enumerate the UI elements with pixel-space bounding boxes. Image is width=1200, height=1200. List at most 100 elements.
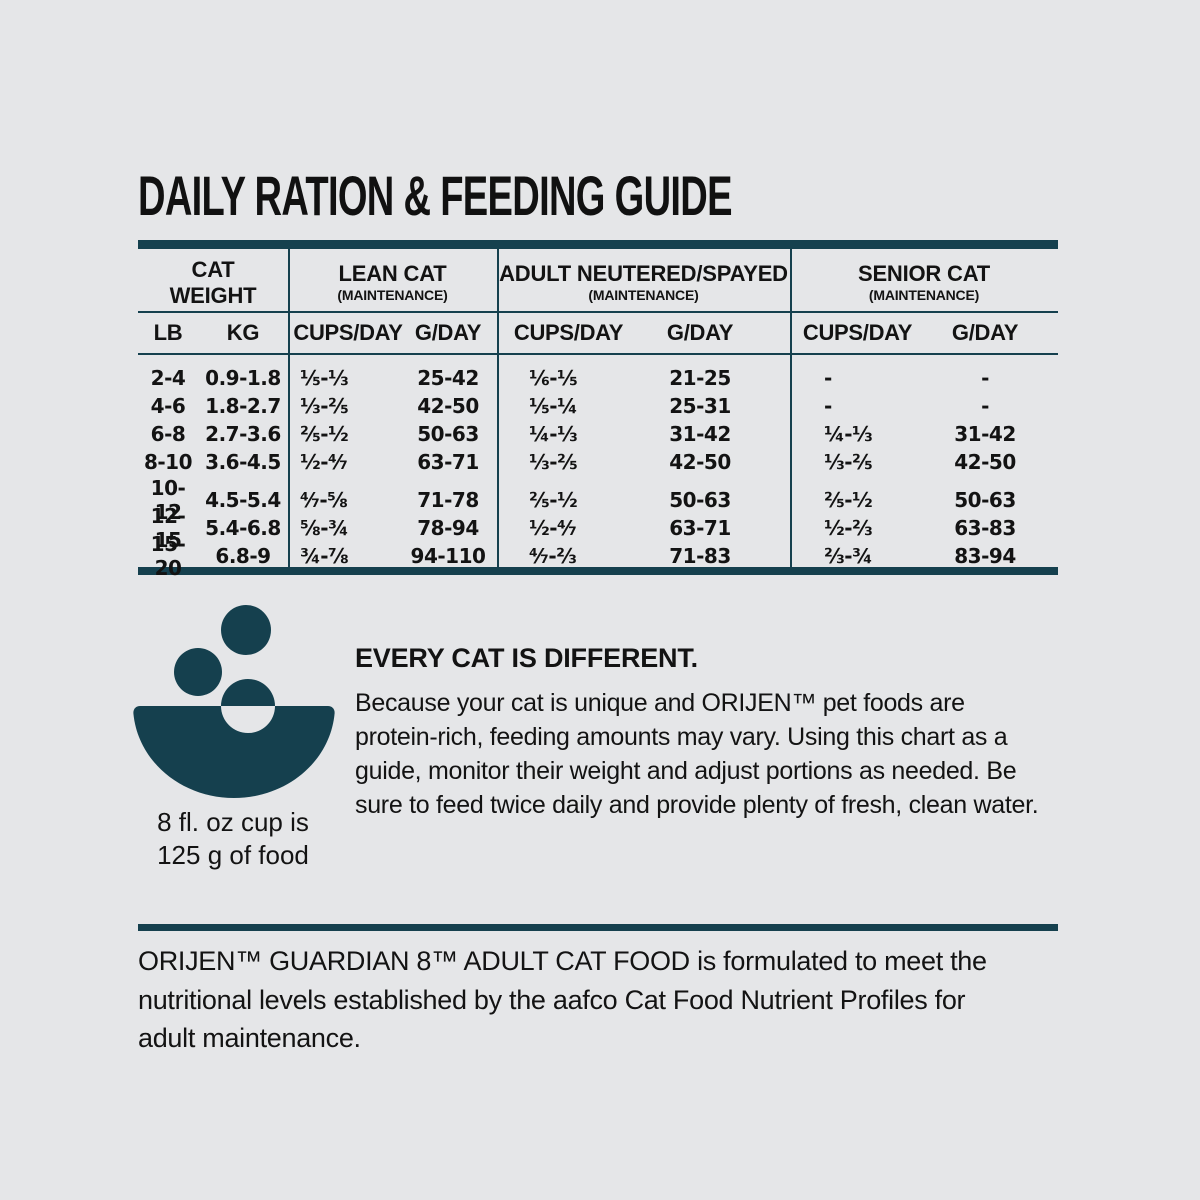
column-header: CUPS/DAY [513,320,624,345]
table-cell: 2-4 [150,366,186,390]
column-header: CUPS/DAY [293,320,403,345]
group-title: SENIOR CAT [857,261,991,286]
column-header: G/DAY [951,320,1019,345]
table-cell: 42-50 [954,450,1016,474]
table-cell: 3.6-4.5 [205,450,281,474]
table-cell: ⅙-⅕ [529,366,578,390]
aafco-statement-line: nutritional levels established by the aa… [138,984,966,1015]
col-group-cat-weight: CAT WEIGHT [138,249,288,311]
col-group-senior-cat: SENIOR CAT (MAINTENANCE) [790,249,1058,311]
table-cell: 31-42 [669,422,731,446]
group-title: CAT [191,256,235,282]
table-cell: 21-25 [669,366,731,390]
group-subtitle: (MAINTENANCE) [868,287,980,303]
table-cell: 63-71 [417,450,479,474]
table-cell: ⅕-⅓ [300,366,349,390]
table-cell: 42-50 [417,394,479,418]
table-cell: 0.9-1.8 [205,366,281,390]
column-header: G/DAY [414,320,482,345]
table-cell: 6.8-9 [215,544,271,568]
table-subheader-row: LB KG CUPS/DAY G/DAY CUPS/DAY G/DAY CUPS/DAY G/… [138,313,1058,353]
table-row: 4-6 1.8-2.7 ⅓-⅖ 42-50 ⅕-¼ 25-31 - - [138,392,1058,420]
table-cell: - [981,394,989,418]
table-cell: - [824,394,832,418]
table-cell: 2.7-3.6 [205,422,281,446]
table-cell: 6-8 [150,422,186,446]
table-cell: 8-10 [143,450,193,474]
column-divider [288,240,290,575]
table-cell: ½-⅔ [824,516,873,540]
table-cell: 25-42 [417,366,479,390]
table-cell: ⁴⁄₇-⅝ [300,488,348,512]
table-cell: 63-71 [669,516,731,540]
table-cell: 78-94 [417,516,479,540]
page-title: DAILY RATION & FEEDING GUIDE [138,164,733,227]
footer-divider-rule [138,924,1058,931]
table-cell: ⅖-½ [529,488,578,512]
table-cell: 4-6 [150,394,186,418]
column-header: KG [226,320,260,345]
header-divider-line [138,311,1058,313]
group-title: ADULT NEUTERED/SPAYED [499,261,788,286]
table-cell: ½-⁴⁄₇ [300,450,348,474]
table-body: 2-4 0.9-1.8 ⅕-⅓ 25-42 ⅙-⅕ 21-25 - - 4-6 1.8-2.7 ⅓-… [138,355,1058,580]
cup-note: 8 fl. oz cup is 125 g of food [108,806,358,872]
table-cell: ⅓-⅖ [300,394,349,418]
table-cell: - [981,366,989,390]
table-cell: ⅖-½ [300,422,349,446]
column-divider [497,240,499,575]
table-cell: ⅕-¼ [529,394,578,418]
column-divider [790,240,792,575]
table-cell: 15-20 [150,532,186,580]
info-paragraph: Because your cat is unique and ORIJEN™ p… [355,686,1075,822]
aafco-statement: ORIJEN™ GUARDIAN 8™ ADULT CAT FOOD is fo… [138,942,1078,1058]
table-cell: 94-110 [410,544,486,568]
table-cell: 5.4-6.8 [205,516,281,540]
table-row: 6-8 2.7-3.6 ⅖-½ 50-63 ¼-⅓ 31-42 ¼-⅓ 31-42 [138,420,1058,448]
table-cell: ⅖-½ [824,488,873,512]
cup-note-line: 8 fl. oz cup is [157,807,309,837]
group-subtitle: (MAINTENANCE) [588,287,699,303]
group-subtitle: (MAINTENANCE) [337,287,448,303]
column-header: G/DAY [666,320,734,345]
table-cell: ⁴⁄₇-⅔ [529,544,577,568]
table-cell: ⅔-¾ [824,544,873,568]
table-cell: 42-50 [669,450,731,474]
table-cell: ¼-⅓ [529,422,578,446]
table-cell: 50-63 [954,488,1016,512]
table-cell: 71-78 [417,488,479,512]
feeding-table: CAT WEIGHT LEAN CAT (MAINTENANCE) ADULT … [138,240,1058,580]
table-row: 12-15 5.4-6.8 ⅝-¾ 78-94 ½-⁴⁄₇ 63-71 ½-⅔ 63-83 [138,504,1058,552]
column-header: CUPS/DAY [802,320,913,345]
column-header: LB [153,320,183,345]
group-title-line2: WEIGHT [169,282,257,308]
col-group-adult-neutered-spayed: ADULT NEUTERED/SPAYED (MAINTENANCE) [497,249,790,311]
col-group-lean-cat: LEAN CAT (MAINTENANCE) [288,249,497,311]
table-cell: 1.8-2.7 [205,394,281,418]
table-row: 10-12 4.5-5.4 ⁴⁄₇-⅝ 71-78 ⅖-½ 50-63 ⅖-½ 50-63 [138,476,1058,524]
table-cell: 12-15 [150,504,186,552]
table-cell: 50-63 [417,422,479,446]
table-cell: ⅝-¾ [300,516,349,540]
food-bowl-icon [128,596,343,811]
group-title: LEAN CAT [338,261,447,286]
table-cell: ⅓-⅖ [824,450,873,474]
table-bottom-border [138,567,1058,575]
table-row: 8-10 3.6-4.5 ½-⁴⁄₇ 63-71 ⅓-⅖ 42-50 ⅓-⅖ 42-50 [138,448,1058,476]
info-paragraph-line: sure to feed twice daily and provide ple… [355,791,1039,819]
cup-note-line: 125 g of food [157,840,309,870]
aafco-statement-line: ORIJEN™ GUARDIAN 8™ ADULT CAT FOOD is fo… [138,946,987,976]
table-top-border [138,240,1058,249]
table-cell: 31-42 [954,422,1016,446]
table-row: 2-4 0.9-1.8 ⅕-⅓ 25-42 ⅙-⅕ 21-25 - - [138,364,1058,392]
info-paragraph-line: guide, monitor their weight and adjust p… [355,757,1017,785]
table-cell: 71-83 [669,544,731,568]
table-group-header-row: CAT WEIGHT LEAN CAT (MAINTENANCE) ADULT … [138,249,1058,311]
aafco-statement-line: adult maintenance. [138,1023,361,1053]
table-cell: - [824,366,832,390]
table-row: 15-20 6.8-9 ¾-⅞ 94-110 ⁴⁄₇-⅔ 71-83 ⅔-¾ 83-94 [138,532,1058,580]
info-paragraph-line: protein-rich, feeding amounts may vary. … [355,723,1008,751]
info-heading: EVERY CAT IS DIFFERENT. [355,643,698,673]
table-cell: ½-⁴⁄₇ [529,516,577,540]
table-cell: 63-83 [954,516,1016,540]
